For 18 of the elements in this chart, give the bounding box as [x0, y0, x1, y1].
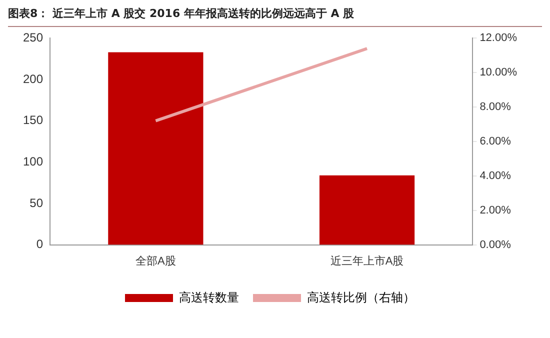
y2-tick-label: 8.00% — [480, 101, 512, 114]
y-tick-label: 250 — [22, 30, 44, 45]
x-tick-label: 近三年上市A股 — [330, 254, 404, 268]
y-tick-label: 150 — [22, 113, 44, 128]
y-tick-label: 0 — [36, 237, 44, 252]
y-tick-label: 50 — [30, 196, 44, 210]
y2-tick-label: 0.00% — [480, 238, 512, 251]
legend-label: 高送转数量 — [179, 290, 239, 304]
y2-tick-label: 10.00% — [480, 66, 518, 79]
y2-tick-label: 2.00% — [480, 204, 512, 216]
chart-title: 图表8： 近三年上市 A 股交 2016 年年报高送转的比例远远高于 A 股 — [8, 6, 542, 27]
y-tick-label: 200 — [22, 72, 44, 86]
y2-tick-label: 4.00% — [480, 170, 512, 182]
x-tick-label: 全部A股 — [136, 254, 176, 268]
legend-label: 高送转比例（右轴） — [307, 290, 415, 304]
y-tick-label: 100 — [22, 154, 44, 168]
y2-tick-label: 6.00% — [480, 136, 512, 148]
y2-tick-label: 12.00% — [480, 32, 518, 44]
